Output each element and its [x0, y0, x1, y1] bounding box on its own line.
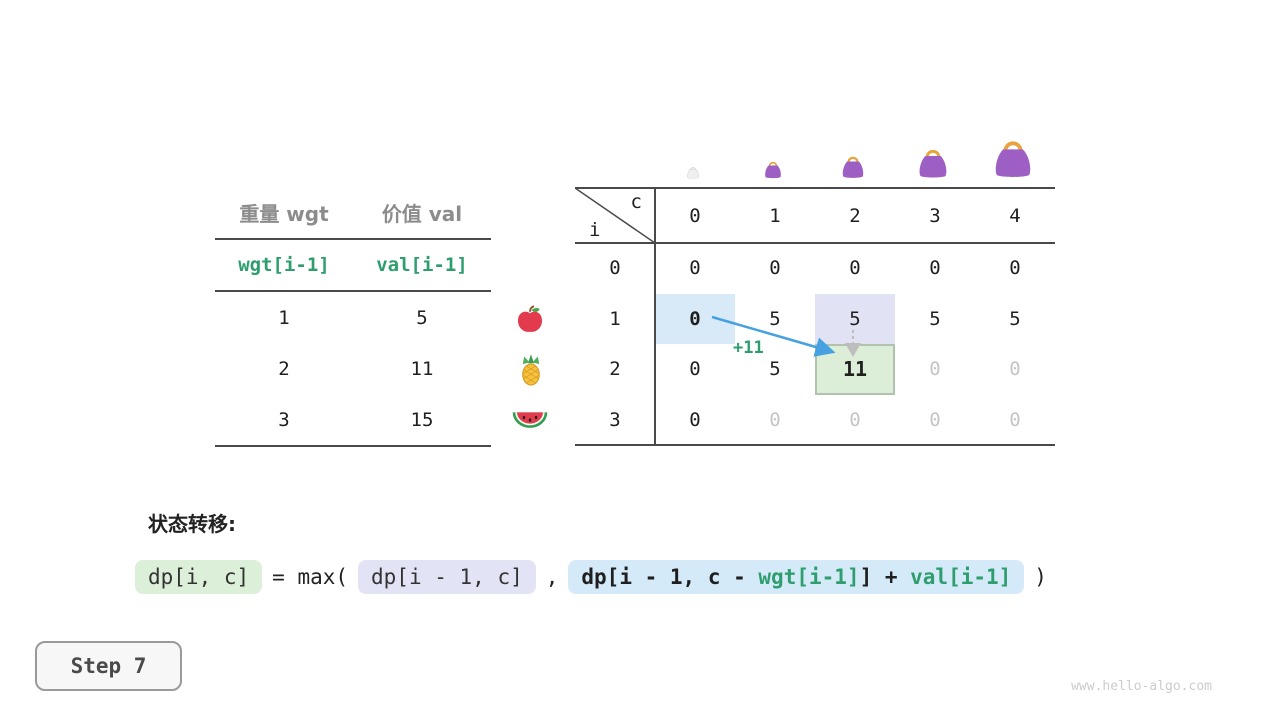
handbag-ghost-icon [687, 167, 699, 179]
item-row: 3 15 [215, 394, 491, 445]
dp-row-header: 0 [609, 257, 621, 280]
formula-comma: , [545, 565, 559, 589]
item-table-var-row: wgt[i-1] val[i-1] [215, 240, 491, 292]
dp-cell-source-exclude: 0 [655, 293, 735, 344]
dp-cell-current: 11 [815, 344, 895, 395]
dp-cell: 5 [769, 358, 781, 381]
dp-cell: 5 [1009, 307, 1021, 330]
handbag-icon [765, 161, 781, 179]
watermark: www.hello-algo.com [1071, 679, 1212, 694]
transition-formula: dp[i, c] = max( dp[i - 1, c] , dp[i - 1,… [135, 560, 1047, 594]
dp-cell-future: 0 [929, 358, 941, 381]
wgt-value: 3 [278, 408, 290, 431]
arrow-value-label: +11 [733, 338, 764, 358]
dp-col-header: 1 [769, 204, 781, 227]
dp-table: c i 0 1 2 3 4 0 0 0 0 0 0 1 0 5 5 5 5 2 … [575, 188, 1055, 445]
weight-column-header: 重量 wgt [239, 201, 329, 226]
dp-cell: 5 [929, 307, 941, 330]
dp-row-header: 3 [609, 408, 621, 431]
dp-table-top-rule [575, 187, 1055, 189]
item-row: 1 5 [215, 292, 491, 343]
handbag-icon [842, 156, 864, 178]
dp-row-header: 1 [609, 307, 621, 330]
apple-icon [518, 305, 542, 332]
item-table-header: 重量 wgt 价值 val [215, 186, 491, 240]
formula-include-prefix: dp[i - 1, c - [581, 565, 759, 589]
formula-equals-max: = max( [272, 565, 349, 589]
dp-cell-future: 0 [929, 408, 941, 431]
item-row: 2 11 [215, 343, 491, 394]
formula-include-mid: ] + [859, 565, 911, 589]
val-value: 15 [410, 408, 434, 431]
step-indicator: Step 7 [35, 641, 182, 691]
dp-cell-future: 0 [849, 408, 861, 431]
dp-cell: 5 [769, 307, 781, 330]
dp-table-bottom-rule [575, 444, 1055, 446]
formula-option-exclude: dp[i - 1, c] [358, 560, 536, 594]
pineapple-icon [522, 354, 540, 386]
formula-close-paren: ) [1034, 565, 1047, 589]
col-var-label: c [630, 191, 642, 213]
wgt-var-label: wgt[i-1] [238, 254, 330, 276]
dp-cell: 0 [849, 257, 861, 280]
dp-cell: 0 [1009, 257, 1021, 280]
dp-row-header: 2 [609, 358, 621, 381]
val-value: 11 [410, 357, 434, 380]
dp-table-header-rule [575, 242, 1055, 244]
value-column-header: 价值 val [381, 201, 463, 226]
formula-val-term: val[i-1] [910, 565, 1012, 589]
dp-cell: 0 [769, 257, 781, 280]
watermelon-icon [512, 412, 548, 428]
wgt-value: 1 [278, 306, 290, 329]
val-var-label: val[i-1] [376, 254, 468, 276]
dp-col-header: 2 [849, 204, 861, 227]
dp-cell: 0 [689, 408, 701, 431]
formula-option-include: dp[i - 1, c - wgt[i-1]] + val[i-1] [568, 560, 1025, 594]
row-var-label: i [589, 219, 601, 241]
dp-col-header: 3 [929, 204, 941, 227]
dp-table-vertical-rule [654, 187, 656, 446]
dp-cell-future: 0 [1009, 408, 1021, 431]
formula-lhs: dp[i, c] [135, 560, 263, 594]
item-table: 重量 wgt 价值 val wgt[i-1] val[i-1] 1 5 2 11… [215, 186, 491, 447]
handbag-icon [995, 141, 1031, 177]
dp-cell-source-above: 5 [815, 293, 895, 344]
formula-wgt-term: wgt[i-1] [758, 565, 860, 589]
diagonal-divider [575, 188, 655, 243]
dp-cell: 0 [929, 257, 941, 280]
dp-col-header: 4 [1009, 204, 1021, 227]
val-value: 5 [416, 306, 428, 329]
dp-col-header: 0 [689, 204, 701, 227]
step-label: Step 7 [70, 654, 147, 678]
dp-cell-future: 0 [769, 408, 781, 431]
dp-corner-cell: c i [575, 188, 655, 243]
dp-cell-future: 0 [1009, 358, 1021, 381]
dp-cell: 0 [689, 358, 701, 381]
wgt-value: 2 [278, 357, 290, 380]
handbag-icon [919, 149, 947, 178]
transition-title: 状态转移: [148, 512, 236, 536]
dp-cell: 0 [689, 257, 701, 280]
